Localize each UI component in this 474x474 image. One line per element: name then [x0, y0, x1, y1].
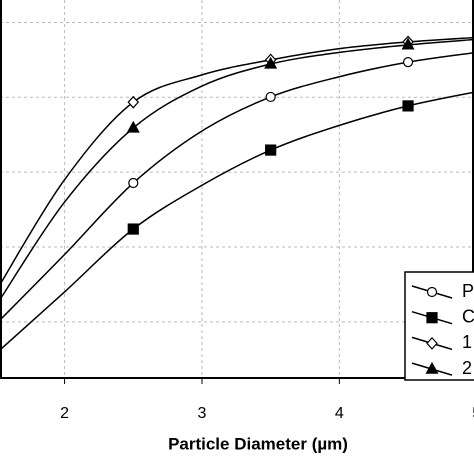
marker [126, 120, 140, 133]
fit-line [0, 91, 474, 351]
marker [128, 177, 139, 189]
plot-frame [0, 0, 474, 379]
fit-line [0, 52, 474, 321]
legend-label: 1 [462, 332, 472, 352]
x-tick-label: 2 [60, 405, 69, 422]
x-axis-label: Particle Diameter (µm) [168, 434, 348, 453]
marker [265, 144, 277, 156]
legend-box [404, 271, 474, 381]
marker [401, 37, 415, 50]
x-tick-label: 3 [198, 405, 207, 422]
legend-marker [426, 312, 438, 324]
marker [265, 91, 276, 103]
legend-marker [426, 286, 438, 298]
legend-marker [426, 337, 438, 350]
marker [127, 223, 139, 235]
legend-label: 2 [462, 358, 472, 378]
x-tick-label: 5 [472, 405, 474, 422]
marker [264, 56, 278, 69]
marker [402, 57, 414, 68]
legend: PC 1 2 [404, 271, 474, 381]
fit-line [0, 36, 474, 285]
legend-label: C [462, 306, 474, 326]
marker [402, 100, 414, 112]
legend-marker [425, 361, 439, 374]
fit-line [0, 38, 474, 300]
marker [127, 95, 140, 109]
legend-label: P [462, 281, 474, 301]
x-tick-label: 4 [335, 405, 344, 422]
